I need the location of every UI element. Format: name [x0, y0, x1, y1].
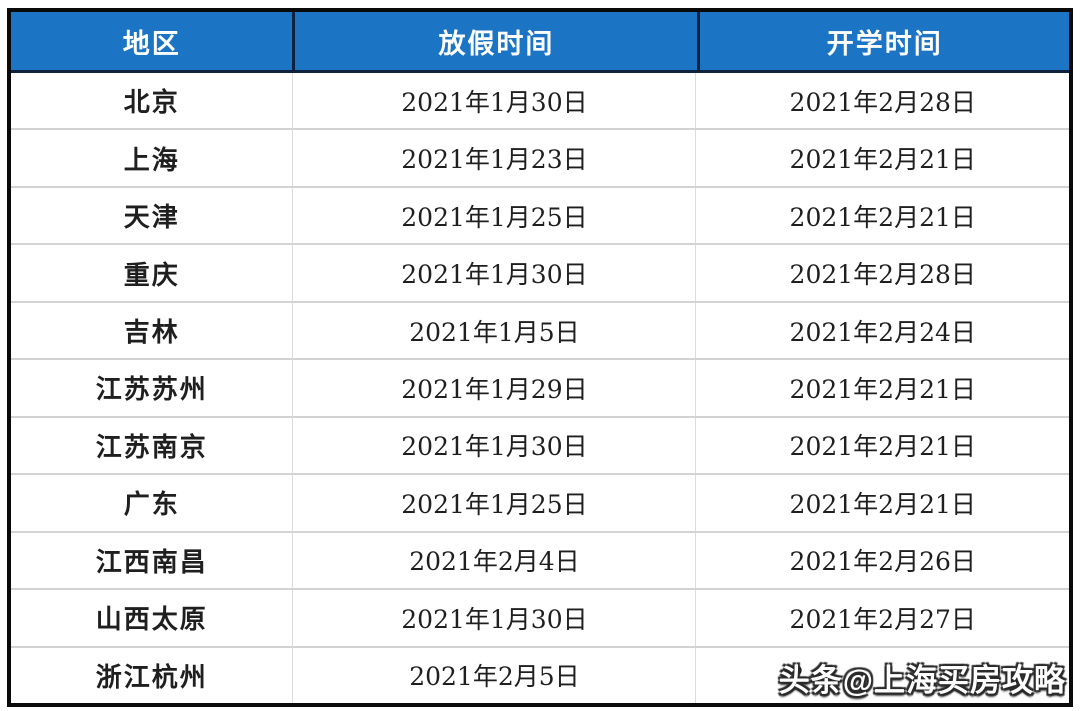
holiday-cell: 2021年2月5日	[292, 647, 695, 703]
header-region: 地区	[122, 28, 181, 59]
holiday-cell: 2021年1月30日	[292, 417, 695, 474]
region-cell: 江西南昌	[95, 546, 208, 577]
header-holiday-date: 放假时间	[292, 12, 697, 70]
table-row: 广东 2021年1月25日 2021年2月21日	[11, 475, 1069, 533]
table-row: 北京 2021年1月30日 2021年2月28日	[11, 73, 1069, 131]
region-cell: 广东	[123, 489, 180, 520]
table-row: 江苏南京 2021年1月30日 2021年2月21日	[11, 417, 1069, 476]
table-row: 浙江杭州 2021年2月5日 2	[11, 647, 1069, 703]
table-header-row: 地区 放假时间 开学时间	[11, 12, 1069, 73]
table-row: 天津 2021年1月25日 2021年2月21日	[11, 187, 1069, 246]
holiday-cell: 2021年2月4日	[292, 532, 695, 589]
holiday-cell: 2021年1月5日	[292, 302, 695, 359]
watermark: 头条@上海买房攻略	[778, 663, 1066, 698]
region-cell: 上海	[123, 144, 180, 175]
holiday-cell: 2021年1月29日	[292, 360, 695, 416]
reopen-cell: 2021年2月27日	[695, 590, 1069, 646]
reopen-cell-obscured: 2	[695, 647, 1069, 703]
region-cell: 江苏南京	[95, 431, 208, 462]
region-cell: 山西太原	[95, 604, 208, 635]
reopen-cell: 2021年2月21日	[695, 475, 1069, 531]
reopen-cell: 2021年2月21日	[695, 360, 1069, 416]
reopen-cell: 2021年2月26日	[695, 532, 1069, 589]
reopen-cell: 2021年2月21日	[695, 187, 1069, 244]
table-row: 山西太原 2021年1月30日 2021年2月27日	[11, 590, 1069, 648]
table-body: 北京 2021年1月30日 2021年2月28日 上海 2021年1月23日 2…	[11, 73, 1069, 703]
region-cell: 天津	[123, 202, 180, 233]
holiday-cell: 2021年1月30日	[292, 590, 695, 646]
region-cell: 重庆	[123, 259, 180, 290]
region-cell: 江苏苏州	[95, 374, 208, 405]
table-row: 吉林 2021年1月5日 2021年2月24日	[11, 302, 1069, 361]
table-row: 江西南昌 2021年2月4日 2021年2月26日	[11, 532, 1069, 591]
table-row: 江苏苏州 2021年1月29日 2021年2月21日	[11, 360, 1069, 418]
reopen-cell: 2021年2月21日	[695, 417, 1069, 474]
reopen-cell: 2021年2月21日	[695, 130, 1069, 186]
holiday-cell: 2021年1月25日	[292, 187, 695, 244]
reopen-cell: 2021年2月28日	[695, 245, 1069, 301]
region-cell: 北京	[123, 87, 180, 118]
holiday-cell: 2021年1月30日	[292, 245, 695, 301]
holiday-cell: 2021年1月30日	[292, 73, 695, 129]
region-cell: 浙江杭州	[95, 661, 208, 692]
holiday-schedule-table: 地区 放假时间 开学时间 北京 2021年1月30日 2021年2月28日 上海…	[7, 8, 1073, 707]
table-row: 重庆 2021年1月30日 2021年2月28日	[11, 245, 1069, 303]
holiday-cell: 2021年1月25日	[292, 475, 695, 531]
reopen-cell: 2021年2月24日	[695, 302, 1069, 359]
reopen-cell: 2021年2月28日	[695, 73, 1069, 129]
region-cell: 吉林	[123, 317, 180, 348]
table-row: 上海 2021年1月23日 2021年2月21日	[11, 130, 1069, 188]
holiday-cell: 2021年1月23日	[292, 130, 695, 186]
header-reopen-date: 开学时间	[697, 12, 1069, 70]
